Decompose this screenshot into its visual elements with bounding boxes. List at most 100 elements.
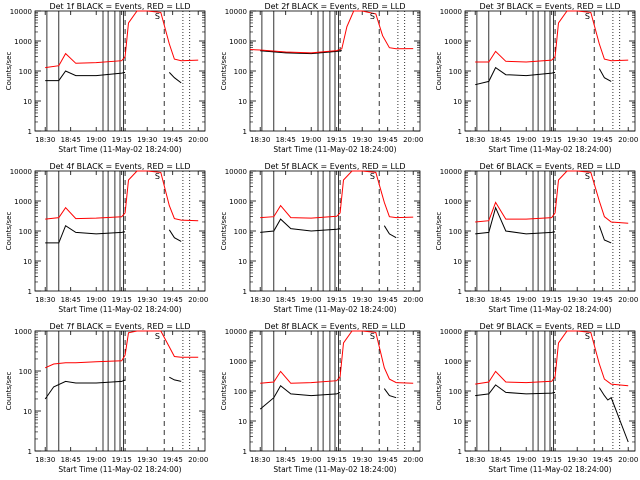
x-tick-label: 19:30 bbox=[352, 136, 372, 144]
y-axis-label: Counts/sec bbox=[5, 372, 13, 411]
series-line-events bbox=[169, 376, 182, 382]
x-tick-label: 19:30 bbox=[567, 456, 587, 464]
series-line-lld bbox=[45, 170, 199, 222]
x-tick-label: 19:00 bbox=[516, 136, 536, 144]
x-tick-label: 19:00 bbox=[301, 136, 321, 144]
x-axis-label: Start Time (11-May-02 18:24:00) bbox=[488, 145, 611, 154]
x-tick-label: 20:00 bbox=[403, 136, 423, 144]
y-tick-label: 1 bbox=[243, 288, 247, 296]
x-tick-label: 19:30 bbox=[137, 456, 157, 464]
y-tick-label: 1 bbox=[458, 288, 462, 296]
y-axis-label: Counts/sec bbox=[435, 372, 443, 411]
x-tick-label: 20:00 bbox=[188, 296, 208, 304]
x-tick-label: 19:45 bbox=[163, 136, 183, 144]
series-line-lld bbox=[475, 170, 629, 224]
x-tick-label: 19:00 bbox=[86, 456, 106, 464]
y-tick-label: 1 bbox=[243, 448, 247, 456]
annotation-label: S bbox=[370, 332, 375, 341]
y-axis-label: Counts/sec bbox=[5, 212, 13, 251]
x-tick-label: 19:00 bbox=[516, 456, 536, 464]
series-line-events bbox=[44, 379, 126, 400]
series-line-lld bbox=[475, 10, 629, 63]
x-axis-label: Start Time (11-May-02 18:24:00) bbox=[273, 305, 396, 314]
plot-title: Det 7f BLACK = Events, RED = LLD bbox=[49, 322, 190, 331]
plot-title: Det 3f BLACK = Events, RED = LLD bbox=[479, 2, 620, 11]
x-tick-label: 19:00 bbox=[301, 456, 321, 464]
y-tick-label: 10000 bbox=[225, 168, 247, 176]
series-line-events bbox=[45, 70, 126, 82]
x-tick-label: 19:00 bbox=[516, 296, 536, 304]
y-tick-label: 1000 bbox=[444, 198, 462, 206]
y-tick-label: 1000 bbox=[444, 358, 462, 366]
x-tick-label: 18:30 bbox=[465, 296, 485, 304]
x-tick-label: 20:00 bbox=[188, 456, 208, 464]
series-line-events bbox=[260, 218, 341, 233]
series-line-events bbox=[598, 387, 629, 443]
y-tick-label: 10000 bbox=[440, 8, 462, 16]
x-axis-label: Start Time (11-May-02 18:24:00) bbox=[58, 305, 181, 314]
x-tick-label: 18:30 bbox=[35, 296, 55, 304]
x-tick-label: 19:45 bbox=[378, 456, 398, 464]
x-tick-label: 19:00 bbox=[86, 296, 106, 304]
y-tick-label: 10 bbox=[238, 98, 247, 106]
x-tick-label: 18:30 bbox=[35, 136, 55, 144]
x-tick-label: 19:30 bbox=[137, 296, 157, 304]
plot-title: Det 1f BLACK = Events, RED = LLD bbox=[49, 2, 190, 11]
y-tick-label: 100 bbox=[234, 388, 247, 396]
y-tick-label: 10 bbox=[238, 418, 247, 426]
x-tick-label: 18:45 bbox=[61, 136, 81, 144]
y-tick-label: 10 bbox=[23, 98, 32, 106]
x-tick-label: 18:45 bbox=[491, 456, 511, 464]
x-tick-label: 18:45 bbox=[491, 136, 511, 144]
x-tick-label: 19:45 bbox=[163, 456, 183, 464]
y-tick-label: 100 bbox=[234, 68, 247, 76]
y-tick-label: 100 bbox=[449, 228, 462, 236]
plot-title: Det 5f BLACK = Events, RED = LLD bbox=[264, 162, 405, 171]
series-line-events bbox=[383, 388, 397, 399]
x-tick-label: 19:15 bbox=[327, 456, 347, 464]
series-line-events bbox=[45, 224, 126, 244]
x-axis-label: Start Time (11-May-02 18:24:00) bbox=[58, 145, 181, 154]
x-axis-label: Start Time (11-May-02 18:24:00) bbox=[273, 145, 396, 154]
y-tick-label: 100 bbox=[449, 68, 462, 76]
y-tick-label: 1 bbox=[28, 128, 32, 136]
x-tick-label: 18:45 bbox=[491, 296, 511, 304]
y-tick-label: 1000 bbox=[14, 198, 32, 206]
x-axis-label: Start Time (11-May-02 18:24:00) bbox=[58, 465, 181, 474]
x-tick-label: 18:45 bbox=[61, 296, 81, 304]
series-line-lld bbox=[249, 10, 414, 54]
x-tick-label: 19:00 bbox=[86, 136, 106, 144]
y-axis-label: Counts/sec bbox=[435, 52, 443, 91]
series-line-lld bbox=[45, 10, 199, 69]
y-tick-label: 1000 bbox=[229, 198, 247, 206]
y-tick-label: 1000 bbox=[14, 328, 32, 336]
y-tick-label: 1 bbox=[243, 128, 247, 136]
y-tick-label: 10 bbox=[453, 418, 462, 426]
y-tick-label: 1 bbox=[28, 448, 32, 456]
x-tick-label: 18:30 bbox=[465, 456, 485, 464]
y-tick-label: 100 bbox=[19, 68, 32, 76]
series-line-lld bbox=[260, 330, 414, 384]
y-tick-label: 100 bbox=[19, 228, 32, 236]
x-tick-label: 20:00 bbox=[618, 296, 638, 304]
y-tick-label: 10 bbox=[23, 258, 32, 266]
y-tick-label: 10000 bbox=[10, 8, 32, 16]
annotation-label: S bbox=[370, 172, 375, 181]
x-tick-label: 19:45 bbox=[378, 296, 398, 304]
x-tick-label: 20:00 bbox=[403, 296, 423, 304]
x-tick-label: 19:30 bbox=[567, 136, 587, 144]
x-tick-label: 18:30 bbox=[35, 456, 55, 464]
x-tick-label: 19:45 bbox=[593, 456, 613, 464]
x-tick-label: 19:45 bbox=[378, 136, 398, 144]
y-axis-label: Counts/sec bbox=[220, 212, 228, 251]
series-line-events bbox=[598, 225, 612, 244]
plot-title: Det 8f BLACK = Events, RED = LLD bbox=[264, 322, 405, 331]
x-tick-label: 18:45 bbox=[276, 456, 296, 464]
x-tick-label: 19:30 bbox=[567, 296, 587, 304]
annotation-label: S bbox=[585, 12, 590, 21]
annotation-label: S bbox=[155, 172, 160, 181]
y-tick-label: 100 bbox=[19, 368, 32, 376]
y-axis-label: Counts/sec bbox=[5, 52, 13, 91]
y-tick-label: 10 bbox=[238, 258, 247, 266]
plot-title: Det 6f BLACK = Events, RED = LLD bbox=[479, 162, 620, 171]
